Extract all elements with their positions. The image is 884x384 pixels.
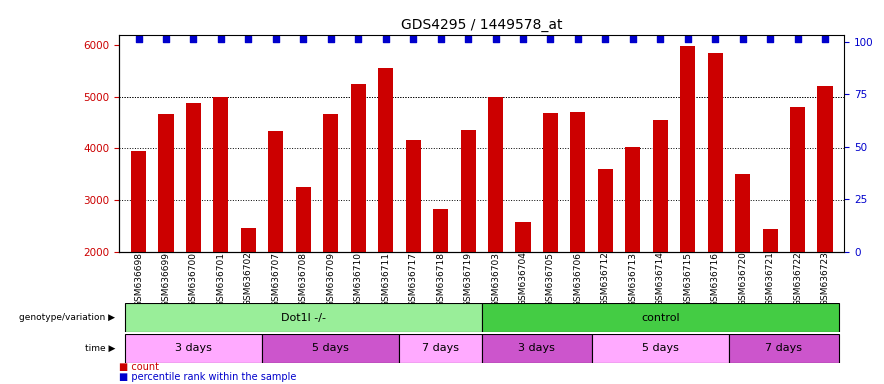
Bar bbox=[186, 103, 201, 252]
Text: GSM636706: GSM636706 bbox=[574, 252, 583, 306]
Point bbox=[763, 36, 777, 42]
Text: GSM636722: GSM636722 bbox=[793, 252, 802, 306]
Text: GSM636703: GSM636703 bbox=[491, 252, 500, 306]
Bar bbox=[125, 334, 263, 363]
Text: GSM636710: GSM636710 bbox=[354, 252, 362, 306]
Text: Dot1l -/-: Dot1l -/- bbox=[281, 313, 326, 323]
Point bbox=[626, 36, 640, 42]
Bar bbox=[131, 151, 146, 252]
Point bbox=[571, 36, 585, 42]
Bar bbox=[652, 120, 667, 252]
Text: GSM636699: GSM636699 bbox=[162, 252, 171, 306]
Point bbox=[296, 36, 310, 42]
Text: 7 days: 7 days bbox=[422, 343, 459, 354]
Bar bbox=[406, 141, 421, 252]
Bar bbox=[269, 131, 284, 252]
Bar bbox=[488, 96, 503, 252]
Bar bbox=[625, 147, 640, 252]
Text: GSM636718: GSM636718 bbox=[436, 252, 445, 306]
Text: GSM636702: GSM636702 bbox=[244, 252, 253, 306]
Point bbox=[433, 36, 447, 42]
Point bbox=[378, 36, 392, 42]
Text: GSM636709: GSM636709 bbox=[326, 252, 335, 306]
Point bbox=[790, 36, 804, 42]
Bar bbox=[125, 303, 482, 332]
Text: GSM636721: GSM636721 bbox=[766, 252, 774, 306]
Text: GSM636712: GSM636712 bbox=[601, 252, 610, 306]
Bar bbox=[158, 114, 173, 252]
Bar bbox=[461, 130, 476, 252]
Bar bbox=[790, 107, 805, 252]
Bar bbox=[818, 86, 833, 252]
Point bbox=[159, 36, 173, 42]
Text: GSM636700: GSM636700 bbox=[189, 252, 198, 306]
Bar bbox=[680, 46, 695, 252]
Text: 5 days: 5 days bbox=[642, 343, 679, 354]
Point bbox=[241, 36, 255, 42]
Text: time ▶: time ▶ bbox=[85, 344, 115, 353]
Bar bbox=[433, 209, 448, 252]
Point bbox=[351, 36, 365, 42]
Point bbox=[269, 36, 283, 42]
Bar bbox=[763, 229, 778, 252]
Point bbox=[516, 36, 530, 42]
Point bbox=[598, 36, 613, 42]
Point bbox=[818, 36, 832, 42]
Text: GSM636711: GSM636711 bbox=[381, 252, 390, 306]
Point bbox=[324, 36, 338, 42]
Bar bbox=[729, 334, 839, 363]
Text: ■ count: ■ count bbox=[119, 362, 159, 372]
Bar bbox=[378, 68, 393, 252]
Point bbox=[708, 36, 722, 42]
Text: control: control bbox=[641, 313, 680, 323]
Text: genotype/variation ▶: genotype/variation ▶ bbox=[19, 313, 115, 322]
Bar bbox=[263, 334, 400, 363]
Text: GSM636701: GSM636701 bbox=[217, 252, 225, 306]
Text: GSM636715: GSM636715 bbox=[683, 252, 692, 306]
Text: GSM636719: GSM636719 bbox=[463, 252, 473, 306]
Text: GSM636705: GSM636705 bbox=[546, 252, 555, 306]
Bar bbox=[591, 334, 729, 363]
Text: GSM636707: GSM636707 bbox=[271, 252, 280, 306]
Bar bbox=[515, 222, 530, 252]
Text: 5 days: 5 days bbox=[312, 343, 349, 354]
Point bbox=[653, 36, 667, 42]
Point bbox=[489, 36, 503, 42]
Point bbox=[735, 36, 750, 42]
Bar bbox=[296, 187, 311, 252]
Text: GSM636713: GSM636713 bbox=[629, 252, 637, 306]
Bar bbox=[400, 334, 482, 363]
Bar bbox=[598, 169, 613, 252]
Bar bbox=[240, 228, 256, 252]
Title: GDS4295 / 1449578_at: GDS4295 / 1449578_at bbox=[401, 18, 562, 32]
Bar bbox=[482, 303, 839, 332]
Text: 7 days: 7 days bbox=[766, 343, 803, 354]
Bar bbox=[324, 114, 339, 252]
Text: GSM636723: GSM636723 bbox=[820, 252, 829, 306]
Point bbox=[461, 36, 475, 42]
Text: GSM636698: GSM636698 bbox=[134, 252, 143, 306]
Text: GSM636704: GSM636704 bbox=[519, 252, 528, 306]
Point bbox=[187, 36, 201, 42]
Text: GSM636717: GSM636717 bbox=[408, 252, 417, 306]
Bar bbox=[707, 53, 723, 252]
Point bbox=[406, 36, 420, 42]
Text: ■ percentile rank within the sample: ■ percentile rank within the sample bbox=[119, 372, 297, 382]
Text: GSM636714: GSM636714 bbox=[656, 252, 665, 306]
Point bbox=[132, 36, 146, 42]
Point bbox=[214, 36, 228, 42]
Bar bbox=[543, 113, 558, 252]
Text: GSM636708: GSM636708 bbox=[299, 252, 308, 306]
Bar bbox=[213, 96, 228, 252]
Text: GSM636716: GSM636716 bbox=[711, 252, 720, 306]
Text: 3 days: 3 days bbox=[518, 343, 555, 354]
Bar bbox=[351, 84, 366, 252]
Bar bbox=[482, 334, 591, 363]
Point bbox=[544, 36, 558, 42]
Text: 3 days: 3 days bbox=[175, 343, 212, 354]
Bar bbox=[570, 112, 585, 252]
Point bbox=[681, 36, 695, 42]
Bar bbox=[735, 174, 751, 252]
Text: GSM636720: GSM636720 bbox=[738, 252, 747, 306]
